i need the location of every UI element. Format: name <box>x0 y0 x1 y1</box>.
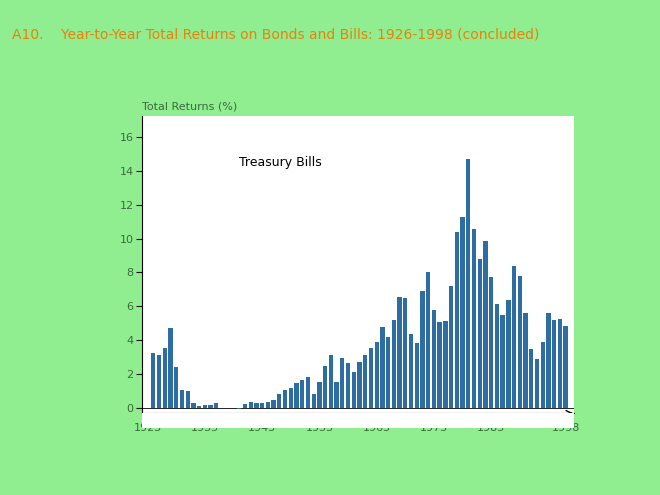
Bar <box>249 402 253 408</box>
Bar <box>277 395 281 408</box>
Bar <box>283 390 287 408</box>
Bar <box>197 405 201 408</box>
Bar <box>162 348 167 408</box>
Bar <box>266 402 270 408</box>
Bar <box>300 380 304 408</box>
Bar <box>237 408 242 409</box>
Bar <box>294 383 298 408</box>
Bar <box>535 359 539 408</box>
Bar <box>432 310 436 408</box>
Bar <box>174 367 178 408</box>
Bar <box>444 321 447 408</box>
Bar <box>312 394 316 408</box>
Bar <box>180 390 184 408</box>
Bar <box>380 328 385 408</box>
Bar <box>374 342 379 408</box>
Bar <box>340 358 345 408</box>
Bar <box>541 342 545 408</box>
Text: A10.    Year-to-Year Total Returns on Bonds and Bills: 1926-1998 (concluded): A10. Year-to-Year Total Returns on Bonds… <box>12 27 539 41</box>
Bar <box>455 232 459 408</box>
Bar <box>472 229 476 408</box>
Bar <box>397 297 402 408</box>
Bar <box>403 297 407 408</box>
Bar <box>478 259 482 408</box>
Bar <box>335 382 339 408</box>
Bar <box>426 272 430 408</box>
Bar <box>271 400 276 408</box>
Bar <box>329 355 333 408</box>
Bar <box>529 348 533 408</box>
Bar <box>191 403 195 408</box>
Bar <box>409 334 413 408</box>
Bar <box>185 391 190 408</box>
Bar <box>352 372 356 408</box>
Bar <box>317 382 321 408</box>
Bar <box>489 277 493 408</box>
Bar <box>512 266 516 408</box>
Bar <box>414 343 419 408</box>
Bar <box>306 377 310 408</box>
Bar <box>483 241 488 408</box>
Bar <box>209 405 213 408</box>
Bar <box>346 363 350 408</box>
Bar <box>168 328 173 408</box>
Bar <box>386 337 390 408</box>
Bar <box>151 353 156 408</box>
Text: Treasury Bills: Treasury Bills <box>239 155 322 169</box>
Bar <box>357 362 362 408</box>
Text: Total Returns (%): Total Returns (%) <box>142 101 237 111</box>
Bar <box>369 348 373 408</box>
Bar <box>260 402 264 408</box>
Bar <box>157 355 161 408</box>
Bar <box>558 319 562 408</box>
Bar <box>546 313 550 408</box>
Bar <box>466 158 471 408</box>
Bar <box>500 315 505 408</box>
Bar <box>449 287 453 408</box>
Bar <box>564 326 568 408</box>
Bar <box>323 366 327 408</box>
Bar <box>420 291 424 408</box>
Bar <box>552 320 556 408</box>
Bar <box>461 217 465 408</box>
Bar <box>203 405 207 408</box>
Bar <box>438 322 442 408</box>
Bar <box>506 300 510 408</box>
Bar <box>523 313 528 408</box>
Bar <box>363 355 368 408</box>
Bar <box>288 388 293 408</box>
Bar <box>243 403 247 408</box>
Bar <box>517 276 522 408</box>
Bar <box>495 304 499 408</box>
Bar <box>391 320 396 408</box>
Bar <box>254 402 259 408</box>
Bar <box>214 403 218 408</box>
